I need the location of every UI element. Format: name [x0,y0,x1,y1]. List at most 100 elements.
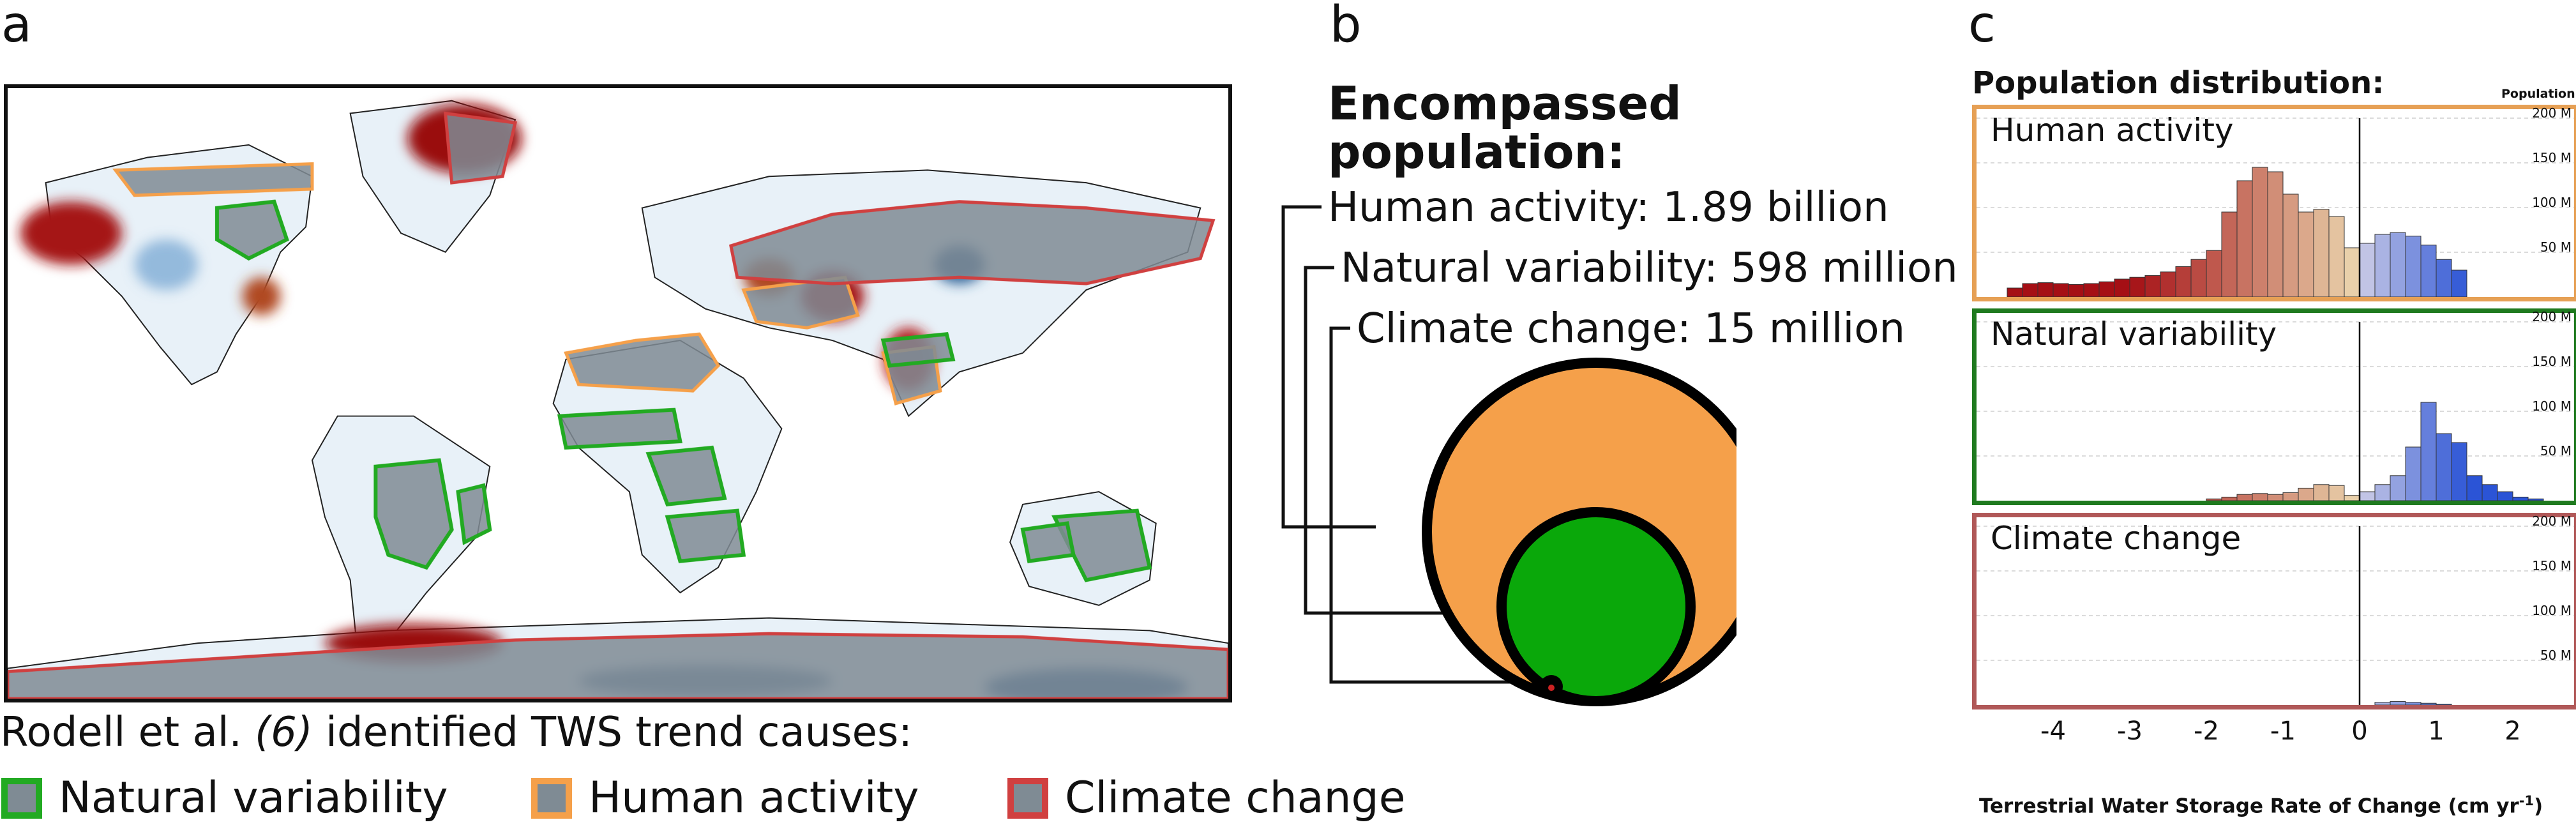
hist-bar [2221,496,2238,501]
hist-bar [2267,171,2284,297]
hist-bar [2436,259,2452,297]
hist-bar [2313,209,2330,297]
y-tick-label: 150 M [2532,558,2572,573]
legend-caption-ref: (6) [255,709,313,756]
hist-bar [2298,211,2314,297]
x-tick-label: 1 [2428,717,2444,746]
circle-climate-change [1548,685,1555,691]
legend-item-human-activity: Human activity [531,773,919,823]
x-tick-label: -4 [2040,717,2066,746]
legend-caption: Rodell et al. (6) identified TWS trend c… [0,709,912,756]
hist-bar [2405,236,2422,297]
legend-label-human: Human activity [589,773,919,823]
legend-swatch-natural [1,777,42,819]
panel-b-title-line2: population: [1328,125,1625,179]
hist-bar [2436,704,2452,705]
hist-bar [2420,245,2437,297]
hist-bar [2098,281,2115,297]
y-tick-label: 200 M [2532,105,2572,121]
panel-b-title: Encompassed population: [1328,79,1682,179]
y-tick-label: 200 M [2532,309,2572,324]
hist-bar [2298,487,2314,501]
y-tick-label: 50 M [2540,443,2572,459]
hist-bar [2405,446,2422,501]
panel-b-climate-line: Climate change: 15 million [1357,305,1906,353]
hist-bar [2451,442,2467,501]
hist-bar [2359,491,2376,501]
legend-swatch-climate [1007,777,1048,819]
hist-bar [2497,491,2513,501]
x-axis-label-sup: -1 [2519,793,2535,808]
hist-bar [2390,232,2406,297]
hist-climate-change-title: Climate change [1991,520,2241,557]
hist-bar [2436,433,2452,501]
legend-item-climate-change: Climate change [1007,773,1406,823]
connector-natural [1304,266,1449,615]
natural-region-central-asia [880,331,956,368]
human-region-sahara [564,332,721,393]
hist-bar [2466,475,2483,501]
connector-lines [1281,205,1542,684]
hist-bar [2114,278,2130,297]
hist-bar [2190,259,2207,297]
hist-bar [2083,283,2100,297]
hist-bar [2390,701,2406,705]
hist-bar [2374,234,2391,297]
legend-item-natural-variability: Natural variability [1,773,448,823]
x-tick-label: 2 [2504,717,2521,746]
hist-bar [2252,167,2268,297]
legend-label-natural: Natural variability [59,773,448,823]
y-axis-label: Population [2501,87,2575,101]
circle-natural-variability [1496,507,1696,706]
hist-bar [2512,496,2529,501]
y-tick-label: 200 M [2532,513,2572,529]
y-tick-label: 100 M [2532,195,2572,210]
hist-bar [2359,243,2376,297]
hist-bar [2144,275,2161,297]
natural-region-australia [1051,508,1152,582]
hist-bar [2007,287,2023,297]
legend-caption-pre: Rodell et al. [0,709,255,756]
hist-bar [2267,494,2284,501]
hist-bar [2221,211,2238,297]
y-tick-label: 150 M [2532,150,2572,165]
x-axis-ticks: -4 -3 -2 -1 0 1 2 [1972,717,2576,748]
hist-bar [2344,247,2360,297]
x-tick-label: -2 [2194,717,2219,746]
hist-bar [2420,702,2437,705]
connector-climate [1329,326,1542,684]
legend-caption-post: identified TWS trend causes: [312,709,912,756]
hist-bar [2313,484,2330,501]
climate-region-siberia [729,200,1216,285]
hist-bar [2206,250,2222,297]
y-tick-label: 100 M [2532,398,2572,414]
world-map [4,84,1232,702]
legend-swatch-human [531,777,572,819]
hist-human-activity: Human activity 50 M 100 M 150 M 200 M [1972,105,2576,301]
population-circles [1281,205,1736,706]
hist-bar [2405,702,2422,705]
hist-bar [2374,702,2391,705]
natural-region-australia-west [1020,521,1076,564]
hist-bar [2374,484,2391,501]
natural-region-central-africa [645,445,727,507]
x-tick-label: 0 [2351,717,2368,746]
hist-bar [2037,282,2054,297]
hist-bar [2420,402,2437,501]
hist-bar [2129,277,2146,297]
panel-b-human-line: Human activity: 1.89 billion [1328,184,1889,231]
x-axis-label-text: Terrestrial Water Storage Rate of Change… [1979,794,2519,818]
hist-natural-variability: Natural variability 50 M 100 M 150 M 200 M [1972,308,2576,505]
natural-region-brazil-east [456,483,492,545]
x-tick-label: -1 [2270,717,2296,746]
natural-region-south-africa [665,508,746,563]
chart-title: Population distribution: [1972,65,2384,101]
hist-bar [2236,494,2253,501]
hist-natural-variability-svg [1977,321,2574,501]
panel-b-letter: b [1330,0,1362,54]
natural-variability-regions [215,199,1152,582]
natural-region-amazon [373,458,454,570]
hist-bar [2328,485,2345,501]
x-axis-label-end: ) [2534,794,2543,818]
hist-bar [2175,266,2192,297]
